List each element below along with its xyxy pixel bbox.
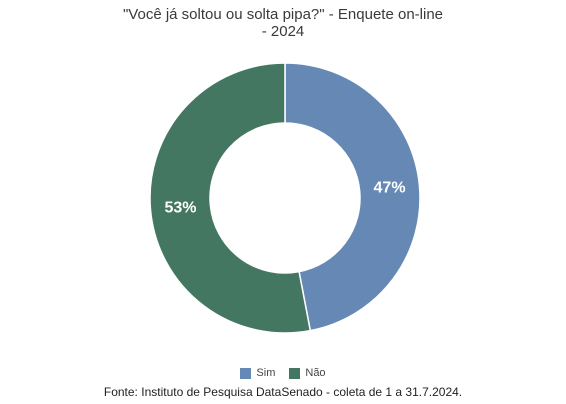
slice-nao: [149, 62, 312, 334]
chart-title-line-1: "Você já soltou ou solta pipa?" - Enquet…: [122, 6, 444, 23]
slice-label-sim: 47%: [374, 180, 406, 197]
chart-title: "Você já soltou ou solta pipa?" - Enquet…: [0, 6, 566, 40]
slice-label-nao: 53%: [164, 199, 196, 216]
legend-swatch-sim: [240, 367, 252, 379]
legend-item-nao: Não: [289, 367, 326, 379]
legend-label-nao: Não: [305, 367, 326, 379]
legend-label-sim: Sim: [256, 367, 276, 379]
legend-swatch-nao: [289, 367, 301, 379]
chart-source: Fonte: Instituto de Pesquisa DataSenado …: [103, 385, 463, 399]
chart-title-line-2: - 2024: [261, 23, 305, 40]
slice-sim: [284, 62, 421, 332]
legend-item-sim: Sim: [240, 367, 275, 379]
chart-legend: Sim Não: [0, 367, 566, 379]
